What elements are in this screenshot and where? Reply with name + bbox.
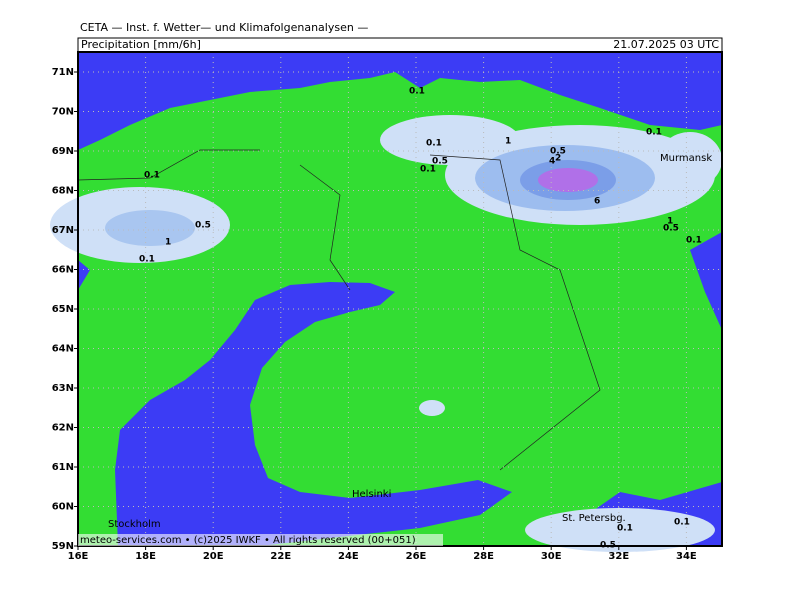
lat-label: 64N	[52, 344, 74, 355]
contour-label: 0.1	[674, 518, 690, 528]
contour-label: 0.1	[420, 165, 436, 175]
place-label: Murmansk	[660, 153, 712, 164]
lon-label: 20E	[203, 551, 224, 562]
precip-area	[525, 508, 715, 552]
contour-label: 0.1	[646, 128, 662, 138]
lon-label: 16E	[68, 551, 89, 562]
lon-label: 22E	[270, 551, 291, 562]
contour-label: 0.1	[139, 255, 155, 265]
lon-label: 28E	[473, 551, 494, 562]
border	[77, 149, 601, 471]
baltic-sea	[115, 282, 512, 546]
place-label: Stockholm	[108, 519, 161, 530]
contour-label: 0.1	[686, 236, 702, 246]
labels: 16E 18E 20E 22E 24E 26E 28E 30E 32E 34E 59N 60N 61N 6…	[52, 67, 713, 562]
lat-label: 60N	[52, 502, 74, 513]
lon-label: 32E	[608, 551, 629, 562]
lon-label: 34E	[676, 551, 697, 562]
footer-box	[78, 534, 443, 546]
lon-label: 18E	[135, 551, 156, 562]
lat-label: 61N	[52, 462, 74, 473]
precip-area	[538, 168, 598, 192]
lon-label: 26E	[406, 551, 427, 562]
contour-label: 0.5	[550, 147, 566, 157]
contour-label: 0.1	[144, 171, 160, 181]
precip-area	[658, 132, 722, 188]
variable-label: Precipitation [mm/6h]	[81, 38, 201, 51]
lat-label: 63N	[52, 383, 74, 394]
contour-label: 6	[594, 197, 600, 207]
lat-label: 65N	[52, 304, 74, 315]
precip-area	[419, 400, 445, 416]
contour-label: 1	[667, 217, 673, 227]
lat-label: 71N	[52, 67, 74, 78]
lat-label: 68N	[52, 186, 74, 197]
lat-label: 69N	[52, 146, 74, 157]
contour-label: 0.1	[426, 139, 442, 149]
lat-label: 59N	[52, 541, 74, 552]
datetime-label: 21.07.2025 03 UTC	[613, 38, 719, 51]
contour-label: 0.5	[195, 221, 211, 231]
norwegian-sea	[78, 260, 90, 290]
place-label: St. Petersbg.	[562, 513, 626, 524]
source-title: CETA — Inst. f. Wetter— und Klimafolgena…	[80, 21, 368, 34]
lat-label: 70N	[52, 107, 74, 118]
contour-label: 0.5	[663, 224, 679, 234]
contour-label: 1	[505, 137, 511, 147]
lat-label: 62N	[52, 423, 74, 434]
arctic-sea	[78, 52, 722, 150]
map	[50, 52, 722, 552]
contour-label: 2	[555, 154, 561, 164]
place-label: Helsinki	[352, 489, 391, 500]
contour-label: 0.5	[432, 157, 448, 167]
contour-label: 1	[165, 238, 171, 248]
footer: meteo-services.com • (c)2025 IWKF • All …	[80, 535, 416, 546]
contour-label: 0.1	[617, 524, 633, 534]
precip-area	[105, 210, 195, 246]
white-sea	[690, 232, 722, 330]
contour-label: 4	[549, 157, 555, 167]
lat-label: 66N	[52, 265, 74, 276]
lon-label: 24E	[338, 551, 359, 562]
contour-label: 0.1	[409, 87, 425, 97]
lat-label: 67N	[52, 225, 74, 236]
lon-label: 30E	[541, 551, 562, 562]
